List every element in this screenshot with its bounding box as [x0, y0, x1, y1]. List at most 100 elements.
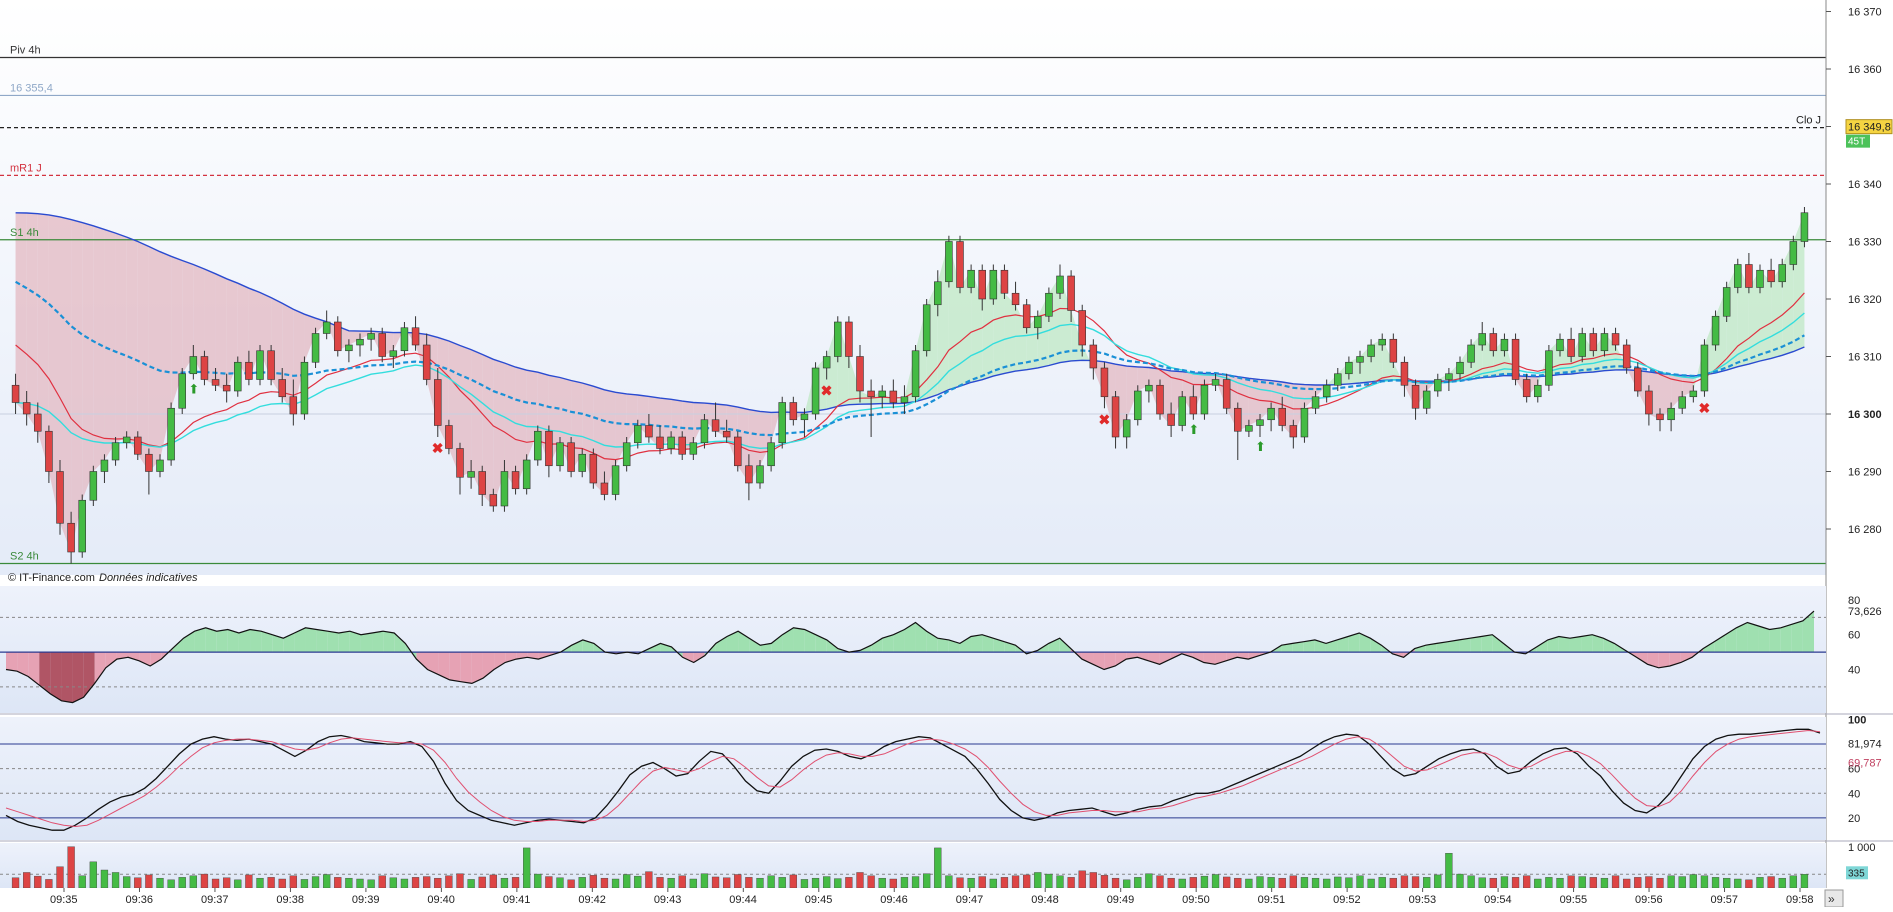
candle-body [1634, 367, 1642, 392]
candle-body [156, 459, 164, 472]
volume-bar [1134, 877, 1142, 889]
volume-bar [878, 877, 886, 889]
candle [122, 431, 131, 449]
osc-fill-segment [482, 652, 495, 679]
slow-ma-line [15, 212, 1805, 414]
osc-fill-segment [227, 629, 239, 653]
osc-fill-segment [937, 638, 949, 653]
volume-bar [245, 874, 253, 889]
candle [1011, 281, 1020, 311]
candle-body [1545, 350, 1553, 386]
candle [211, 368, 220, 391]
candle-body [889, 390, 898, 403]
ma-cloud-segment [237, 283, 249, 380]
candle-body [856, 356, 864, 392]
candle [1100, 362, 1109, 409]
candle-body [611, 465, 620, 495]
volume-bar [1623, 878, 1631, 889]
candle-body [1734, 264, 1742, 288]
ma-cloud-segment [1126, 366, 1138, 420]
ma-cloud-segment [204, 269, 216, 386]
candle-body [1411, 384, 1420, 409]
volume-bar [745, 877, 753, 889]
reference-line-label: S2 4h [10, 551, 39, 563]
volume-bar [1323, 878, 1331, 889]
osc-fill-segment [150, 652, 162, 667]
stoch-d-line [5, 729, 1821, 828]
ma-cloud-segment [1204, 373, 1216, 386]
candle [711, 402, 720, 437]
candle-body [1300, 407, 1309, 438]
time-tick-label: 09:35 [50, 894, 78, 906]
candle-body [1167, 413, 1175, 426]
candle [1478, 322, 1486, 351]
osc-fill-segment [1425, 643, 1437, 653]
volume-bar [1523, 875, 1531, 889]
disclaimer-label: Données indicatives [99, 572, 198, 584]
time-tick-label: 09:54 [1484, 894, 1512, 906]
osc-fill-segment [294, 627, 306, 653]
volume-bar [1111, 877, 1120, 889]
candle-body [722, 430, 731, 438]
candle-body [1056, 275, 1064, 294]
candle-body [67, 522, 75, 553]
time-tick-label: 09:55 [1560, 894, 1588, 906]
candle-body [1400, 361, 1409, 386]
osc-fill-segment [882, 634, 894, 653]
candle-body [356, 338, 364, 346]
stoch-d-last-value: 69,787 [1848, 757, 1882, 769]
volume-axis: 1 000 335 [1846, 842, 1876, 880]
osc-fill-segment [804, 629, 816, 653]
volume-bar [700, 873, 709, 889]
candle [1222, 373, 1231, 414]
volume-bar [1145, 873, 1153, 889]
volume-bar [1378, 877, 1386, 889]
candle [222, 373, 231, 403]
candle-body [967, 269, 975, 288]
dashed-ma-line [15, 280, 1805, 437]
candle [1178, 391, 1186, 432]
volume-bar [1356, 875, 1364, 889]
candle [1645, 385, 1653, 426]
candle-body [1367, 344, 1375, 357]
osc-fill-segment [1248, 652, 1260, 660]
candle [111, 437, 120, 466]
candle-body [922, 304, 931, 352]
candle [322, 310, 331, 340]
candle-body [211, 379, 220, 386]
candle-body [1511, 338, 1520, 380]
candle [578, 448, 586, 478]
ma-cloud-segment [504, 363, 516, 489]
osc-fill-segment [1791, 620, 1803, 653]
candle-body [911, 350, 920, 398]
candle-body [134, 436, 142, 455]
time-tick-label: 09:51 [1258, 894, 1286, 906]
candle-body [1378, 338, 1386, 346]
candle-body [1578, 333, 1586, 357]
candle-body [345, 344, 353, 352]
ma-cloud-segment [148, 246, 160, 472]
candle [167, 402, 175, 466]
candle-body [1456, 361, 1464, 375]
candle [722, 419, 731, 443]
volume-bar [589, 875, 597, 889]
candle [611, 460, 620, 501]
volume-bar [1711, 877, 1720, 889]
price-tick-label: 16 340 [1848, 179, 1882, 191]
candle [1667, 402, 1675, 432]
volume-bar [1534, 878, 1542, 889]
osc-fill-segment [1736, 622, 1748, 653]
volume-last-value: 335 [1848, 868, 1865, 879]
volume-bar [656, 877, 664, 889]
candle [1134, 385, 1142, 426]
candle-body [1011, 292, 1020, 306]
osc-fill-segment [1691, 648, 1704, 658]
candle-body [556, 442, 564, 467]
osc-fill-segment [915, 622, 927, 653]
volume-bar [1467, 875, 1475, 889]
osc-fill-segment [793, 627, 805, 653]
volume-bar [1767, 876, 1775, 889]
volume-bar [623, 874, 631, 889]
candle [1600, 327, 1609, 357]
candle [500, 460, 509, 512]
